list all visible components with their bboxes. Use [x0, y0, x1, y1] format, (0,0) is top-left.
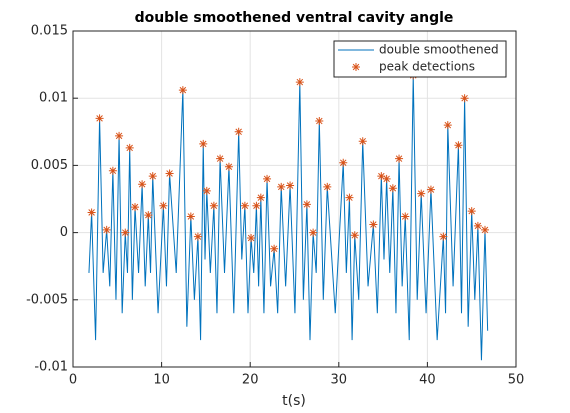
peak-marker — [202, 186, 211, 195]
peak-marker — [102, 225, 111, 234]
peak-marker — [454, 141, 463, 150]
peak-marker — [417, 189, 426, 198]
x-tick-label: 10 — [153, 373, 170, 388]
peak-marker — [247, 233, 256, 242]
peak-marker — [350, 231, 359, 240]
peak-marker — [193, 232, 202, 241]
legend-label: double smoothened — [379, 43, 499, 57]
peak-marker — [125, 143, 134, 152]
peak-marker — [199, 139, 208, 148]
peak-marker — [108, 166, 117, 175]
y-tick-label: -0.005 — [26, 292, 68, 307]
peak-marker — [426, 185, 435, 194]
peak-marker — [256, 193, 265, 202]
legend-box — [333, 40, 507, 78]
peak-marker — [186, 212, 195, 221]
peak-marker — [240, 201, 249, 210]
peak-marker — [467, 207, 476, 216]
peak-marker — [377, 172, 386, 181]
x-tick-label: 0 — [69, 373, 77, 388]
peak-marker — [277, 182, 286, 191]
peak-marker — [369, 220, 378, 229]
peak-marker — [358, 137, 367, 146]
y-tick-label: 0.01 — [39, 91, 68, 106]
legend-marker — [352, 63, 360, 71]
chart-title: double smoothened ventral cavity angle — [135, 10, 454, 26]
peak-marker — [159, 201, 168, 210]
x-axis-label: t(s) — [282, 393, 306, 409]
peak-marker — [323, 182, 332, 191]
peak-marker — [460, 94, 469, 103]
peak-marker — [131, 203, 140, 212]
peak-marker — [443, 121, 452, 130]
peak-marker — [263, 174, 272, 183]
peak-marker — [121, 228, 130, 237]
plot-frame — [72, 30, 517, 368]
peak-marker — [439, 232, 448, 241]
peak-marker — [286, 181, 295, 190]
peak-marker — [144, 211, 153, 220]
peak-marker — [270, 244, 279, 253]
peak-marker — [382, 174, 391, 183]
peak-marker — [115, 131, 124, 140]
peak-marker — [345, 193, 354, 202]
peak-marker — [87, 208, 96, 217]
peak-marker — [252, 201, 261, 210]
peak-marker — [302, 200, 311, 209]
legend-label: peak detections — [379, 60, 475, 74]
x-tick-label: 50 — [508, 373, 525, 388]
peak-marker — [95, 114, 104, 123]
peak-marker — [216, 154, 225, 163]
peak-marker — [315, 117, 324, 126]
peak-marker — [480, 225, 489, 234]
peak-marker — [138, 180, 147, 189]
peak-marker — [339, 158, 348, 167]
y-tick-label: 0 — [60, 225, 68, 240]
x-tick-label: 30 — [331, 373, 348, 388]
peak-marker — [295, 78, 304, 87]
peak-marker — [388, 184, 397, 193]
y-tick-label: -0.01 — [34, 360, 68, 375]
peak-marker — [165, 169, 174, 178]
peak-marker — [473, 221, 482, 230]
peak-marker — [148, 172, 157, 181]
x-tick-label: 40 — [419, 373, 436, 388]
peak-marker — [209, 201, 218, 210]
plot-area — [73, 31, 516, 367]
y-tick-label: 0.005 — [31, 158, 68, 173]
peak-marker — [395, 154, 404, 163]
peak-marker — [309, 228, 318, 237]
peak-marker — [401, 212, 410, 221]
peak-marker — [234, 127, 243, 136]
x-tick-label: 20 — [242, 373, 259, 388]
peak-marker — [178, 86, 187, 95]
peak-marker — [224, 162, 233, 171]
y-tick-label: 0.015 — [31, 24, 68, 39]
